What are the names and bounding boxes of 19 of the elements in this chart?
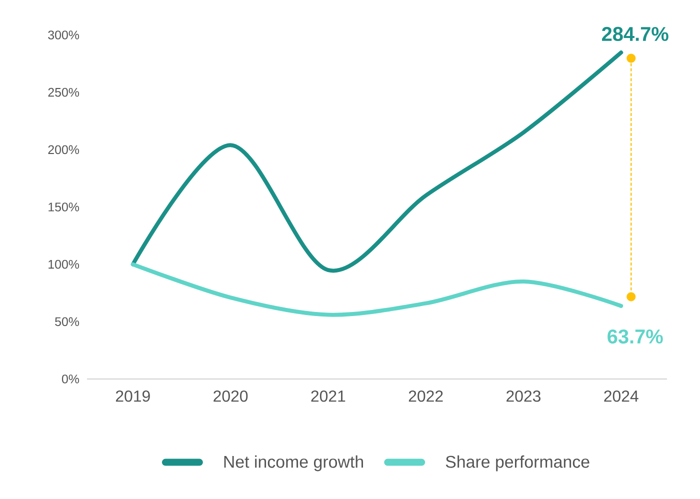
y-tick-label: 250% bbox=[48, 88, 80, 97]
legend-label: Share performance bbox=[446, 455, 590, 472]
x-tick-label: 2024 bbox=[604, 390, 638, 402]
y-tick-label: 300% bbox=[48, 30, 80, 40]
x-tick-label: 2019 bbox=[116, 390, 150, 402]
y-tick-label: 100% bbox=[48, 260, 80, 269]
data-label: 63.7% bbox=[608, 329, 663, 344]
x-tick-label: 2023 bbox=[506, 390, 540, 402]
x-tick-label: 2020 bbox=[214, 390, 248, 402]
y-tick-label: 200% bbox=[48, 145, 80, 154]
line-series bbox=[130, 50, 624, 273]
x-tick-label: 2022 bbox=[408, 390, 443, 402]
line-series bbox=[130, 262, 624, 317]
y-tick-label: 50% bbox=[55, 317, 80, 326]
y-tick-label: 0% bbox=[62, 374, 80, 384]
x-tick-label: 2021 bbox=[311, 390, 346, 402]
data-label: 284.7% bbox=[602, 26, 668, 42]
y-tick-label: 150% bbox=[48, 202, 80, 212]
legend-label: Net income growth bbox=[224, 455, 363, 472]
